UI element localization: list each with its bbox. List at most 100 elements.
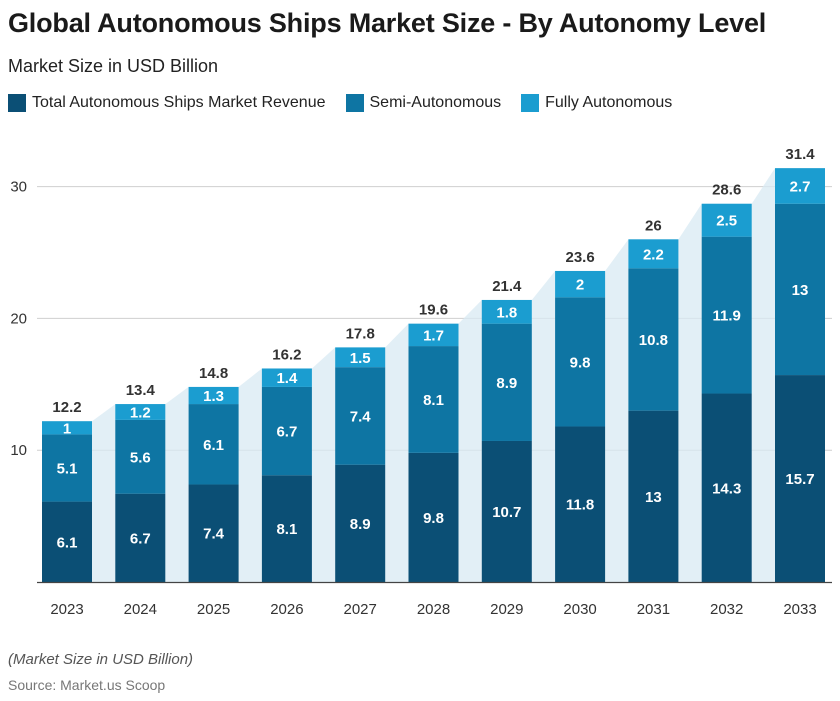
legend-label-total: Total Autonomous Ships Market Revenue	[32, 94, 326, 111]
total-label: 14.8	[199, 365, 228, 382]
total-label: 13.4	[126, 382, 156, 399]
x-tick-label: 2029	[490, 601, 523, 618]
bar-fully-2031[interactable]	[628, 239, 679, 269]
data-label-semi: 6.1	[203, 437, 224, 454]
bar-semi-2030[interactable]	[555, 297, 606, 427]
bar-total-2025[interactable]	[188, 484, 239, 582]
data-label-semi: 8.1	[423, 392, 444, 409]
bar-total-2029[interactable]	[481, 440, 532, 582]
total-label: 23.6	[565, 249, 594, 266]
data-label-fully: 2.5	[716, 213, 737, 230]
source-note: Source: Market.us Scoop	[8, 677, 166, 693]
data-label-semi: 6.7	[276, 424, 297, 441]
bar-semi-2028[interactable]	[408, 346, 459, 453]
x-tick-label: 2027	[344, 601, 377, 618]
legend-item-total[interactable]: Total Autonomous Ships Market Revenue	[8, 94, 326, 112]
data-label-total: 15.7	[785, 471, 814, 488]
y-tick-label: 20	[10, 310, 27, 327]
data-label-semi: 13	[792, 282, 809, 299]
bar-total-2027[interactable]	[335, 464, 386, 582]
footnote: (Market Size in USD Billion)	[8, 651, 194, 668]
data-label-total: 6.1	[57, 534, 78, 551]
data-label-total: 11.8	[566, 497, 594, 514]
data-label-semi: 8.9	[496, 375, 517, 392]
x-tick-label: 2032	[710, 601, 743, 618]
bar-fully-2029[interactable]	[481, 299, 532, 324]
bar-total-2024[interactable]	[115, 493, 166, 582]
bar-semi-2033[interactable]	[775, 203, 825, 376]
data-label-fully: 1.2	[130, 404, 151, 421]
bar-fully-2027[interactable]	[335, 347, 386, 368]
data-label-fully: 1.7	[423, 327, 444, 344]
bar-semi-2027[interactable]	[335, 367, 386, 465]
legend-swatch-semi	[345, 94, 364, 112]
legend: Total Autonomous Ships Market Revenue Se…	[8, 94, 692, 112]
bar-fully-2023[interactable]	[42, 421, 92, 435]
total-label: 17.8	[346, 325, 375, 342]
data-label-fully: 1.5	[350, 350, 371, 367]
bar-semi-2032[interactable]	[701, 236, 752, 394]
bar-total-2032[interactable]	[701, 393, 752, 582]
total-label: 21.4	[492, 278, 522, 295]
data-label-total: 8.1	[276, 521, 297, 538]
x-tick-label: 2031	[637, 601, 670, 618]
bar-fully-2030[interactable]	[555, 270, 606, 298]
legend-item-fully[interactable]: Fully Autonomous	[521, 94, 672, 112]
stacked-bar-chart: 1020306.15.1112.220236.75.61.213.420247.…	[10, 146, 832, 618]
data-label-semi: 5.6	[130, 449, 151, 466]
data-label-total: 13	[645, 489, 662, 506]
legend-item-semi[interactable]: Semi-Autonomous	[345, 94, 501, 112]
bar-total-2031[interactable]	[628, 410, 679, 582]
bar-total-2028[interactable]	[408, 452, 459, 582]
data-label-semi: 7.4	[350, 408, 372, 425]
bar-fully-2028[interactable]	[408, 323, 459, 347]
data-label-total: 10.7	[492, 504, 521, 521]
total-label: 31.4	[785, 146, 815, 163]
bar-semi-2031[interactable]	[628, 268, 679, 411]
data-label-total: 6.7	[130, 530, 151, 547]
bar-fully-2024[interactable]	[115, 404, 166, 420]
bar-semi-2025[interactable]	[188, 404, 239, 485]
y-tick-label: 30	[10, 179, 27, 196]
bar-fully-2025[interactable]	[188, 386, 239, 405]
y-tick-label: 10	[10, 442, 27, 459]
bar-semi-2026[interactable]	[261, 386, 312, 476]
data-label-total: 7.4	[203, 526, 225, 543]
x-tick-label: 2030	[563, 601, 596, 618]
data-label-total: 9.8	[423, 510, 444, 527]
total-label: 28.6	[712, 182, 741, 199]
chart-subtitle: Market Size in USD Billion	[8, 56, 219, 76]
x-tick-label: 2023	[50, 601, 83, 618]
data-label-total: 8.9	[350, 516, 371, 533]
bar-fully-2033[interactable]	[775, 168, 825, 204]
chart-title: Global Autonomous Ships Market Size - By…	[8, 8, 767, 38]
bar-semi-2023[interactable]	[42, 434, 92, 502]
data-label-fully: 1	[63, 420, 71, 437]
data-label-total: 14.3	[712, 480, 741, 497]
total-label: 26	[645, 217, 662, 234]
bar-fully-2026[interactable]	[261, 368, 312, 387]
total-label: 16.2	[272, 346, 301, 363]
bar-total-2030[interactable]	[555, 426, 606, 582]
x-tick-label: 2024	[124, 601, 157, 618]
x-tick-label: 2026	[270, 601, 303, 618]
data-label-fully: 2.2	[643, 246, 664, 263]
legend-swatch-fully	[521, 94, 540, 112]
data-label-fully: 2.7	[790, 178, 811, 195]
bar-total-2033[interactable]	[775, 375, 825, 582]
bar-total-2026[interactable]	[261, 475, 312, 582]
x-tick-label: 2025	[197, 601, 230, 618]
bar-semi-2029[interactable]	[481, 323, 532, 441]
data-label-fully: 2	[576, 277, 584, 294]
data-label-semi: 10.8	[639, 332, 668, 349]
bar-total-2023[interactable]	[42, 501, 92, 582]
bar-semi-2024[interactable]	[115, 419, 166, 494]
legend-label-fully: Fully Autonomous	[545, 94, 673, 111]
data-label-semi: 11.9	[713, 308, 741, 325]
data-label-semi: 5.1	[57, 460, 78, 477]
x-tick-label: 2028	[417, 601, 450, 618]
bar-fully-2032[interactable]	[701, 203, 752, 237]
data-label-fully: 1.4	[276, 370, 298, 387]
data-label-fully: 1.8	[496, 304, 517, 321]
